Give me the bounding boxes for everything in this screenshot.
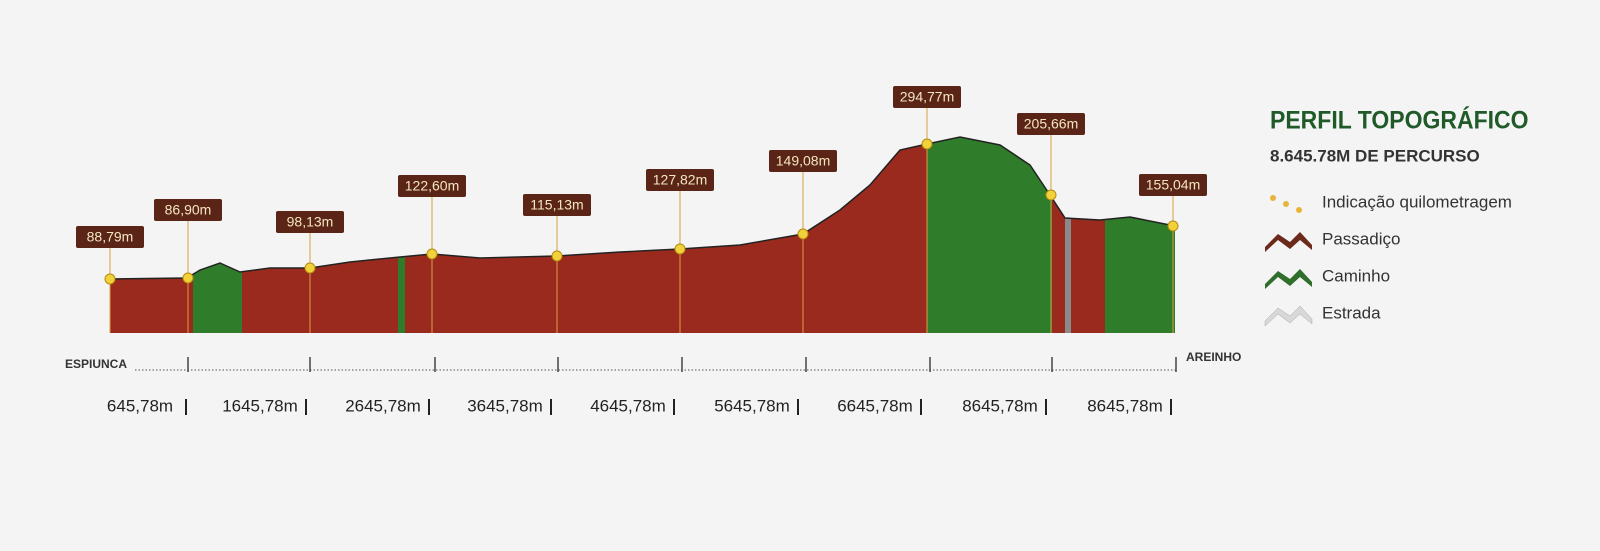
marker-box bbox=[398, 175, 466, 197]
marker-dot bbox=[104, 273, 116, 285]
markers: 88,79m 86,90m 98,13m 122,60m 115,13m 127,82m 1… bbox=[76, 86, 1207, 333]
start-label: ESPIUNCA bbox=[65, 357, 127, 371]
profile-area bbox=[110, 137, 1175, 333]
marker-dot bbox=[182, 272, 194, 284]
distance-label: 8645,78m bbox=[962, 396, 1038, 415]
marker-dot bbox=[304, 262, 316, 274]
marker-label: 127,82m bbox=[653, 172, 707, 188]
legend-item: Passadiço bbox=[1322, 229, 1400, 248]
marker-label: 155,04m bbox=[1146, 177, 1200, 193]
marker-dot bbox=[551, 250, 563, 262]
marker-dot bbox=[921, 138, 933, 150]
distances: 645,78m 1645,78m 2645,78m 3645,78m 4645,78m 5… bbox=[107, 357, 1177, 415]
marker-label: 149,08m bbox=[776, 153, 830, 169]
legend-title: PERFIL TOPOGRÁFICO bbox=[1270, 106, 1529, 135]
marker-dot bbox=[1045, 189, 1057, 201]
profile-outline bbox=[109, 136, 1176, 280]
marker-box bbox=[769, 150, 837, 172]
marker-box bbox=[1139, 174, 1207, 196]
marker-label: 205,66m bbox=[1024, 116, 1078, 132]
marker-box bbox=[76, 226, 144, 248]
distance-label: 6645,78m bbox=[837, 396, 913, 415]
legend-subtitle: 8.645.78M DE PERCURSO bbox=[1270, 146, 1480, 165]
distance-label: 1645,78m bbox=[222, 396, 298, 415]
legend: Indicação quilometragem Passadiço Caminho E… bbox=[1322, 192, 1512, 322]
marker-box bbox=[523, 194, 591, 216]
distance-label: 2645,78m bbox=[345, 396, 421, 415]
distance-label: 8645,78m bbox=[1087, 396, 1163, 415]
legend-icons bbox=[1264, 195, 1313, 327]
marker-label: 115,13m bbox=[530, 197, 583, 213]
marker-label: 98,13m bbox=[287, 214, 334, 230]
marker-box bbox=[893, 86, 961, 108]
distance-label: 5645,78m bbox=[714, 396, 790, 415]
marker-box bbox=[646, 169, 714, 191]
legend-item: Indicação quilometragem bbox=[1322, 192, 1512, 211]
end-label: AREINHO bbox=[1186, 350, 1241, 364]
distance-label: 645,78m bbox=[107, 396, 173, 415]
marker-dot bbox=[674, 243, 686, 255]
marker-box bbox=[1017, 113, 1085, 135]
marker-box bbox=[154, 199, 222, 221]
legend-item: Estrada bbox=[1322, 303, 1381, 322]
marker-label: 294,77m bbox=[900, 89, 954, 105]
marker-label: 86,90m bbox=[165, 202, 212, 218]
distance-label: 4645,78m bbox=[590, 396, 666, 415]
marker-dot bbox=[1167, 220, 1179, 232]
distance-label: 3645,78m bbox=[467, 396, 543, 415]
marker-label: 88,79m bbox=[87, 229, 134, 245]
marker-dot bbox=[797, 228, 809, 240]
legend-item: Caminho bbox=[1322, 266, 1390, 285]
marker-label: 122,60m bbox=[405, 178, 459, 194]
marker-box bbox=[276, 211, 344, 233]
marker-dot bbox=[426, 248, 438, 260]
